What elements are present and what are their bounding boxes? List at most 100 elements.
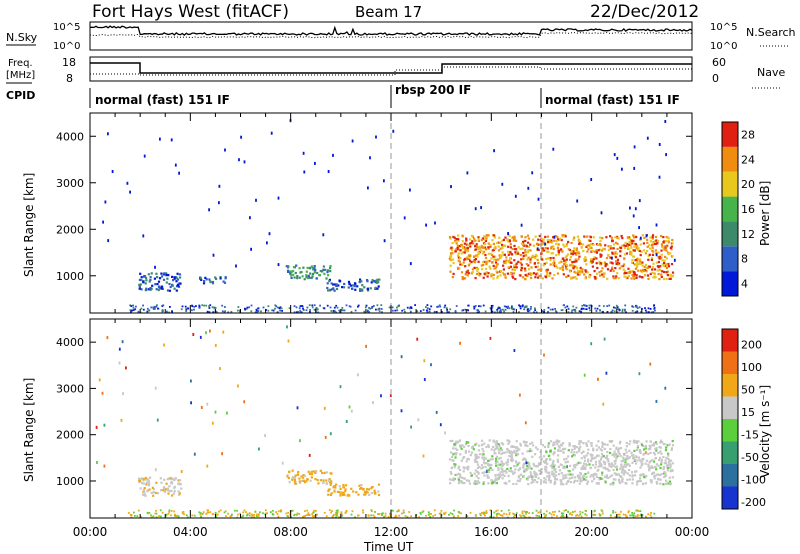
scatter-point (541, 240, 543, 242)
scatter-point (453, 443, 455, 445)
scatter-point (633, 236, 635, 238)
scatter-point (670, 464, 672, 466)
isolated-point (105, 201, 107, 204)
scatter-point (672, 242, 674, 244)
scatter-point (569, 477, 571, 479)
scatter-point (580, 467, 582, 469)
scatter-point (624, 253, 626, 255)
scatter-point (549, 458, 551, 460)
ground-scatter-point (207, 509, 209, 511)
ground-scatter-point (381, 308, 383, 310)
scatter-point (621, 245, 623, 247)
scatter-point (584, 457, 586, 459)
scatter-point (608, 249, 610, 251)
ground-scatter-point (327, 305, 329, 307)
isolated-point (614, 153, 616, 156)
scatter-point (208, 278, 210, 280)
isolated-point (425, 224, 427, 227)
scatter-point (481, 444, 483, 446)
ground-scatter-point (496, 513, 498, 515)
scatter-point (552, 444, 554, 446)
ground-scatter-point (258, 515, 260, 517)
isolated-point (266, 241, 268, 244)
scatter-point (501, 244, 503, 246)
scatter-point (507, 475, 509, 477)
ground-scatter-point (523, 515, 525, 517)
ground-scatter-point (582, 512, 584, 514)
scatter-point (569, 264, 571, 266)
scatter-point (672, 440, 674, 442)
scatter-point (594, 457, 596, 459)
ground-scatter-point (589, 307, 591, 309)
scatter-point (642, 483, 644, 485)
scatter-point (616, 468, 618, 470)
scatter-point (515, 248, 517, 250)
ground-scatter-point (150, 307, 152, 309)
scatter-point (179, 492, 181, 494)
ground-scatter-point (224, 306, 226, 308)
scatter-point (355, 491, 357, 493)
scatter-point (478, 252, 480, 254)
colorbar-tick-2: 12 (741, 228, 755, 241)
scatter-point (635, 259, 637, 261)
power-y-ticks: 1000200030004000 (56, 130, 692, 283)
isolated-point (665, 153, 667, 156)
ground-scatter-point (585, 510, 587, 512)
scatter-point (591, 458, 593, 460)
scatter-point (505, 470, 507, 472)
scatter-point (596, 476, 598, 478)
colorbar-swatch-5 (722, 374, 738, 397)
scatter-point (650, 240, 652, 242)
scatter-point (146, 481, 148, 483)
ground-scatter-point (315, 510, 317, 512)
scatter-point (666, 267, 668, 269)
scatter-point (617, 243, 619, 245)
ground-scatter-point (543, 309, 545, 311)
beam-title: Beam 17 (355, 3, 422, 21)
scatter-point (672, 275, 674, 277)
scatter-point (142, 281, 144, 283)
isolated-point (206, 403, 208, 406)
scatter-point (167, 493, 169, 495)
scatter-point (535, 266, 537, 268)
scatter-point (343, 492, 345, 494)
scatter-point (148, 483, 150, 485)
scatter-point (639, 258, 641, 260)
scatter-point (585, 442, 587, 444)
scatter-point (575, 260, 577, 262)
ground-scatter-point (503, 311, 505, 313)
isolated-point (659, 143, 661, 146)
ground-scatter-point (330, 307, 332, 309)
scatter-point (157, 492, 159, 494)
scatter-point (660, 440, 662, 442)
scatter-point (629, 238, 631, 240)
scatter-point (488, 464, 490, 466)
y-tick-label-3: 4000 (56, 336, 84, 349)
scatter-point (646, 242, 648, 244)
scatter-point (641, 463, 643, 465)
scatter-point (305, 276, 307, 278)
scatter-point (549, 272, 551, 274)
isolated-point (633, 214, 635, 217)
scatter-point (345, 484, 347, 486)
scatter-point (574, 476, 576, 478)
ground-scatter-point (182, 306, 184, 308)
scatter-point (526, 465, 528, 467)
scatter-point (636, 262, 638, 264)
scatter-point (457, 268, 459, 270)
scatter-point (587, 440, 589, 442)
scatter-point (374, 492, 376, 494)
scatter-point (294, 276, 296, 278)
ground-scatter-point (246, 308, 248, 310)
scatter-point (529, 272, 531, 274)
ground-scatter-point (265, 512, 267, 514)
scatter-point (472, 446, 474, 448)
scatter-point (592, 244, 594, 246)
isolated-point (215, 344, 217, 347)
scatter-point (662, 456, 664, 458)
ground-scatter-point (536, 515, 538, 517)
ground-scatter-point (554, 308, 556, 310)
cpid-mode-3: normal (fast) 151 IF (545, 93, 680, 107)
scatter-point (646, 460, 648, 462)
scatter-point (643, 270, 645, 272)
